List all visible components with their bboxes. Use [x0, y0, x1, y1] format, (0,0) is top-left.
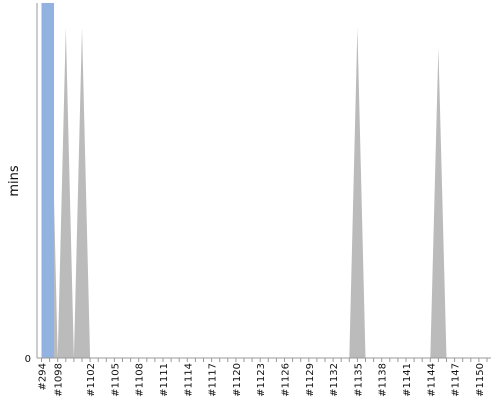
x-tick-labels: #294 #1098 #1102 #1105 #1108 #1111 #1114 #1117 #… [38, 363, 486, 397]
x-tick-label: #1108 [135, 363, 146, 397]
x-tick-label: #1132 [329, 363, 340, 397]
x-tick-label: #1105 [110, 363, 121, 397]
series-bar-first-build [41, 3, 54, 358]
x-ticks [41, 358, 488, 362]
x-tick-label: #294 [38, 363, 49, 390]
plot-area [41, 3, 487, 359]
x-tick-label: #1126 [281, 363, 292, 397]
x-tick-label: #1147 [451, 363, 462, 397]
series-area-1 [41, 3, 487, 358]
series-area-0 [41, 7, 487, 359]
y-axis-label: mins [7, 165, 22, 197]
x-tick-label: #1138 [378, 363, 389, 397]
x-tick-label: #1098 [54, 363, 65, 397]
x-tick-label: #1102 [86, 363, 97, 397]
x-tick-label: #1117 [208, 363, 219, 397]
x-tick-label: #1150 [475, 363, 486, 397]
x-tick-label: #1120 [232, 363, 243, 397]
y-tick-label: 0 [25, 354, 31, 365]
x-tick-label: #1111 [159, 363, 170, 397]
x-tick-label: #1114 [183, 363, 194, 397]
x-tick-label: #1144 [426, 363, 437, 397]
x-tick-label: #1123 [256, 363, 267, 397]
x-tick-label: #1129 [305, 363, 316, 397]
x-tick-label: #1135 [353, 363, 364, 397]
x-tick-label: #1141 [402, 363, 413, 397]
